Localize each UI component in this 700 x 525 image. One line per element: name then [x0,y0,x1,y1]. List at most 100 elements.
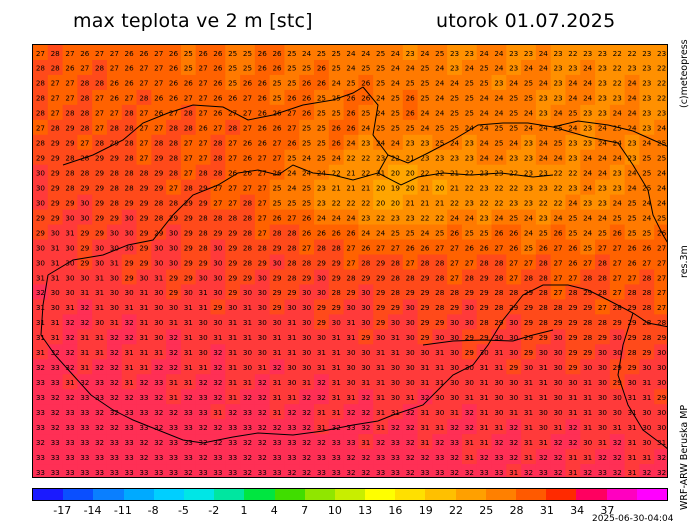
grid-value: 30 [435,408,445,417]
grid-value: 24 [524,124,534,133]
grid-cell [402,74,419,91]
grid-cell [565,45,581,61]
grid-value: 28 [598,273,608,282]
grid-cell [269,194,286,211]
grid-value: 33 [287,453,296,462]
grid-cell [521,254,537,271]
grid-cell [387,45,404,61]
grid-cell [461,284,478,301]
grid-value: 30 [361,288,371,297]
grid-value: 22 [346,154,355,163]
grid-value: 27 [80,139,89,148]
grid-value: 32 [213,393,222,402]
grid-value: 31 [332,333,341,342]
grid-cell [284,224,300,241]
grid-value: 31 [95,288,104,297]
grid-cell [432,284,448,301]
grid-cell [166,239,182,256]
grid-value: 25 [465,79,474,88]
grid-value: 32 [125,333,134,342]
grid-value: 31 [125,363,134,372]
grid-value: 31 [539,378,548,387]
grid-value: 32 [346,453,355,462]
grid-cell [402,269,419,286]
grid-value: 25 [435,228,444,237]
grid-cell [476,254,493,271]
colorbar-swatch [606,489,637,500]
grid-value: 24 [568,124,578,133]
grid-cell [47,209,64,226]
grid-cell [210,194,226,211]
grid-value: 30 [95,258,105,267]
grid-cell [151,299,167,315]
grid-value: 31 [228,333,237,342]
grid-cell [254,224,271,241]
grid-cell [624,239,641,256]
grid-cell [491,89,507,106]
grid-cell [580,104,596,121]
grid-cell [387,89,404,106]
grid-cell [180,299,197,315]
grid-cell [580,164,596,181]
grid-value: 27 [228,183,237,192]
grid-value: 24 [627,109,637,118]
grid-cell [432,194,448,211]
grid-value: 25 [642,228,651,237]
grid-value: 33 [317,453,326,462]
grid-value: 23 [642,79,651,88]
grid-cell [106,269,123,286]
grid-value: 29 [480,333,490,342]
grid-cell [166,284,182,301]
grid-cell [373,89,389,106]
grid-value: 27 [376,243,385,252]
grid-value: 32 [406,423,415,432]
grid-value: 28 [642,288,652,297]
grid-value: 33 [287,423,296,432]
grid-value: 25 [376,124,385,133]
grid-value: 27 [184,139,193,148]
grid-value: 28 [95,139,105,148]
grid-cell [565,224,581,241]
grid-value: 25 [376,64,385,73]
grid-value: 31 [287,318,296,327]
grid-value: 32 [169,408,178,417]
grid-cell [151,194,167,211]
grid-value: 32 [139,378,148,387]
grid-value: 29 [272,273,282,282]
grid-value: 24 [583,183,593,192]
grid-value: 21 [346,183,355,192]
grid-value: 25 [228,79,237,88]
grid-value: 28 [80,124,90,133]
grid-value: 32 [169,333,178,342]
grid-cell [476,239,493,256]
grid-value: 33 [391,468,400,477]
grid-value: 28 [125,139,135,148]
grid-value: 32 [95,438,104,447]
grid-value: 30 [657,363,667,372]
grid-value: 33 [435,453,444,462]
grid-cell [461,194,478,211]
grid-value: 32 [199,378,208,387]
grid-value: 31 [376,393,385,402]
grid-value: 32 [110,378,119,387]
grid-value: 32 [65,318,74,327]
grid-cell [565,299,581,315]
grid-value: 27 [450,258,459,267]
temperature-grid: 27 28 27 26 27 27 26 26 27 26 25 26 26 25 25 26 26 25 24 25… [33,45,667,477]
grid-value: 23 [539,183,548,192]
grid-cell [550,209,567,226]
grid-value: 32 [228,408,237,417]
colorbar-swatch [274,489,305,500]
grid-cell [358,134,374,151]
grid-value: 25 [465,94,474,103]
grid-value: 30 [346,303,356,312]
grid-value: 23 [657,109,666,118]
grid-value: 29 [376,273,386,282]
grid-value: 24 [657,124,667,133]
grid-value: 23 [494,79,503,88]
grid-value: 27 [613,288,622,297]
grid-value: 30 [258,273,268,282]
grid-value: 23 [376,154,385,163]
grid-cell [269,179,286,196]
grid-value: 24 [420,49,430,58]
